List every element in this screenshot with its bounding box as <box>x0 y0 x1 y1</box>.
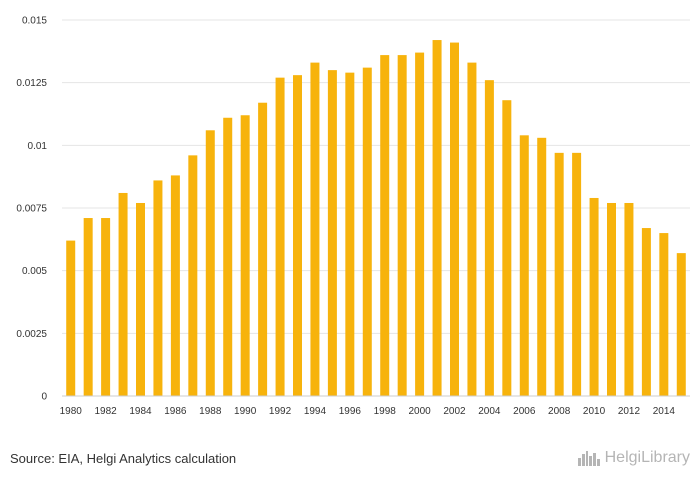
bar-1995[interactable] <box>327 70 337 396</box>
bar-1993[interactable] <box>293 75 302 397</box>
x-tick-label: 2008 <box>548 406 571 417</box>
x-tick-labels: 1980 1982 1984 1986 1988 1990 1992 1994 1996 1998… <box>60 406 676 417</box>
bar-1998[interactable] <box>380 55 390 397</box>
bar-2003[interactable] <box>467 62 477 397</box>
x-tick-label: 1994 <box>304 406 327 417</box>
x-tick-label: 1982 <box>94 406 117 417</box>
brand-logo[interactable]: HelgiLibrary <box>577 449 690 467</box>
x-tick-label: 2004 <box>478 406 501 417</box>
y-tick-label: 0.0075 <box>16 204 47 215</box>
x-tick-label: 1992 <box>269 406 292 417</box>
bar-2009[interactable] <box>572 152 582 396</box>
x-tick-label: 1990 <box>234 406 257 417</box>
bar-2013[interactable] <box>641 228 651 396</box>
x-tick-label: 2010 <box>583 406 606 417</box>
x-tick-label: 2006 <box>513 406 536 417</box>
x-tick-label: 1980 <box>60 406 83 417</box>
bar-1987[interactable] <box>188 155 198 396</box>
bar-1981[interactable] <box>83 218 93 396</box>
city-skyline-icon <box>577 451 600 466</box>
bar-2004[interactable] <box>484 80 494 396</box>
bar-1984[interactable] <box>136 202 145 396</box>
bar-1989[interactable] <box>223 117 233 396</box>
y-tick-label: 0.0125 <box>16 78 47 89</box>
bar-1986[interactable] <box>170 175 180 396</box>
bar-2008[interactable] <box>554 152 564 396</box>
bar-1997[interactable] <box>362 67 372 396</box>
x-tick-label: 1984 <box>129 406 152 417</box>
y-tick-label: 0.015 <box>22 16 47 27</box>
source-note: Source: EIA, Helgi Analytics calculation <box>10 451 237 466</box>
y-tick-label: 0.01 <box>28 141 48 152</box>
bar-2015[interactable] <box>676 253 686 396</box>
bar-1990[interactable] <box>240 115 250 396</box>
x-tick-label: 1986 <box>164 406 187 417</box>
x-tick-label: 2002 <box>443 406 466 417</box>
bar-2002[interactable] <box>450 42 459 397</box>
bar-1992[interactable] <box>275 77 285 397</box>
x-tick-label: 1996 <box>339 406 362 417</box>
bar-1996[interactable] <box>345 72 355 396</box>
bar-1985[interactable] <box>153 180 163 396</box>
bar-1999[interactable] <box>397 55 407 397</box>
bar-2011[interactable] <box>607 202 616 396</box>
bar-2006[interactable] <box>519 135 529 396</box>
gridlines <box>62 19 690 334</box>
bar-2001[interactable] <box>432 40 442 397</box>
bar-1982[interactable] <box>101 218 111 396</box>
y-tick-label: 0.005 <box>22 266 47 277</box>
bars <box>66 40 686 397</box>
bar-1988[interactable] <box>205 130 215 397</box>
y-tick-labels: 0 0.0025 0.005 0.0075 0.01 0.0125 0.015 <box>16 16 47 403</box>
bar-2007[interactable] <box>537 137 547 396</box>
bar-2010[interactable] <box>589 197 599 396</box>
bar-1983[interactable] <box>118 192 128 396</box>
brand-name: HelgiLibrary <box>604 449 690 466</box>
bar-2000[interactable] <box>415 52 425 397</box>
x-tick-label: 1988 <box>199 406 222 417</box>
bar-2014[interactable] <box>659 233 669 396</box>
bar-2005[interactable] <box>502 100 512 397</box>
x-tick-label: 2014 <box>653 406 676 417</box>
bar-1980[interactable] <box>66 240 76 396</box>
bar-2012[interactable] <box>624 202 634 396</box>
y-tick-label: 0 <box>41 392 47 403</box>
x-tick-label: 2012 <box>618 406 641 417</box>
bar-1994[interactable] <box>310 62 320 397</box>
y-tick-label: 0.0025 <box>16 329 47 340</box>
x-tick-label: 1998 <box>374 406 397 417</box>
x-tick-label: 2000 <box>408 406 431 417</box>
bar-1991[interactable] <box>258 102 268 396</box>
